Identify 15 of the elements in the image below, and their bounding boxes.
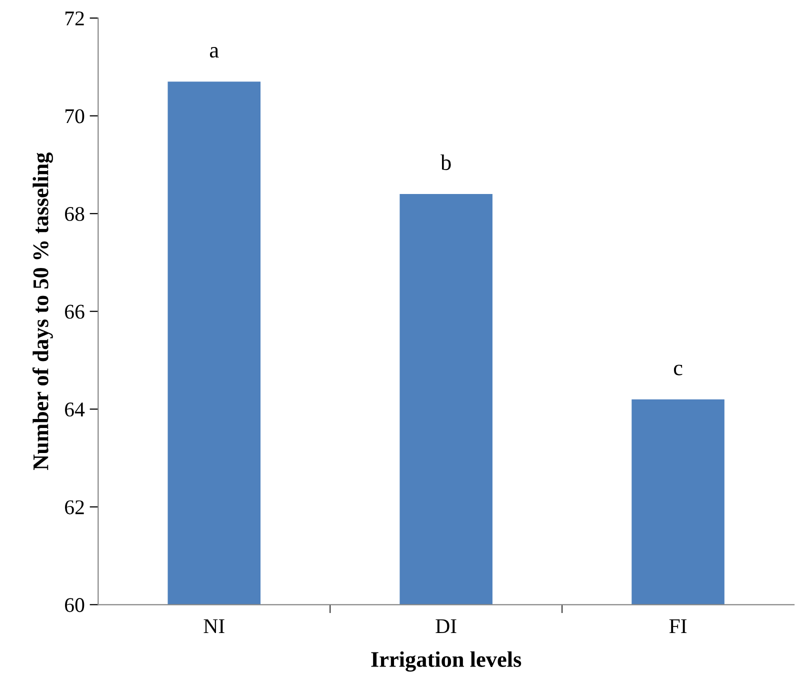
y-tick-label: 66 <box>65 304 84 319</box>
y-tick-label: 70 <box>66 109 84 124</box>
y-tick-label: 62 <box>65 500 84 514</box>
annotation: a <box>210 47 219 58</box>
x-axis-title: Irrigation levels <box>371 651 522 672</box>
annotation: c <box>674 364 682 376</box>
x-tick-label: NI <box>204 619 224 633</box>
y-tick-label: 72 <box>66 12 84 26</box>
y-tick-label: 68 <box>65 206 84 222</box>
y-tick-label: 64 <box>65 402 85 417</box>
y-tick-label: 60 <box>65 598 84 612</box>
y-axis-title: Number of days to 50 % tasseling <box>32 152 54 470</box>
annotation: b <box>440 154 451 170</box>
x-tick-label: FI <box>669 619 687 633</box>
x-tick-label: DI <box>436 619 456 634</box>
